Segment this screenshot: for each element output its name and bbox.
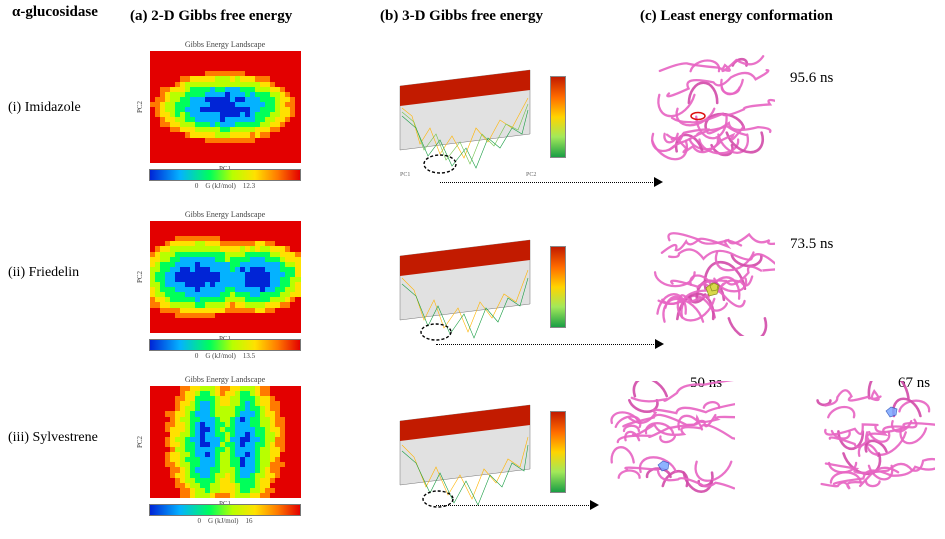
protein-cartoon [800, 381, 935, 501]
row-label: (i) Imidazole [8, 100, 126, 116]
panel-3d-imidazole: PC1 PC2 [380, 58, 580, 178]
surface-colorbar [550, 246, 566, 328]
surface-plot: PC1 PC2 [380, 58, 570, 178]
heatmap-title: Gibbs Energy Landscape [130, 210, 320, 219]
svg-text:PC2: PC2 [526, 172, 536, 178]
row-friedelin: (ii) Friedelin Gibbs Energy Landscape PC… [0, 210, 945, 375]
heatmap-friedelin: PC2 PC1 [150, 221, 300, 333]
panel-2d-imidazole: Gibbs Energy Landscape PC2 PC1 0 G (kJ/m… [130, 40, 320, 190]
arrowhead-icon [655, 339, 664, 349]
row-sylvestrene: (iii) Sylvestrene Gibbs Energy Landscape… [0, 375, 945, 535]
arrowhead-icon [590, 500, 599, 510]
col-header-a: (a) 2-D Gibbs free energy [130, 8, 292, 25]
panel-3d-sylvestrene [380, 393, 580, 513]
heatmap-imidazole: PC2 PC1 [150, 51, 300, 163]
colorbar-label: 0 G (kJ/mol) 12.3 [130, 182, 320, 190]
protein-cartoon [640, 216, 775, 336]
surface-colorbar [550, 411, 566, 493]
surface-plot [380, 393, 570, 513]
time-label: 95.6 ns [790, 70, 833, 87]
arrow-icon [436, 505, 591, 506]
arrow-icon [440, 182, 655, 183]
surface-colorbar [550, 76, 566, 158]
svg-text:PC1: PC1 [400, 172, 410, 178]
colorbar [149, 339, 301, 351]
heatmap-title: Gibbs Energy Landscape [130, 375, 320, 384]
arrow-icon [436, 344, 656, 345]
heatmap-ylabel: PC2 [136, 101, 144, 113]
heatmap-title: Gibbs Energy Landscape [130, 40, 320, 49]
col-header-b: (b) 3-D Gibbs free energy [380, 8, 543, 25]
colorbar-label: 0 G (kJ/mol) 16 [130, 517, 320, 525]
heatmap-sylvestrene: PC2 PC1 [150, 386, 300, 498]
protein-cartoon [640, 48, 775, 168]
time-label: 73.5 ns [790, 236, 833, 253]
panel-conf-friedelin: 73.5 ns [640, 216, 930, 336]
ligand-red [691, 113, 705, 120]
row-label: (iii) Sylvestrene [8, 430, 126, 446]
colorbar [149, 504, 301, 516]
panel-conf-imidazole: 95.6 ns [640, 48, 930, 168]
panel-conf-sylvestrene-2: 67 ns [800, 381, 940, 501]
protein-cartoon [600, 381, 735, 501]
surface-plot [380, 228, 570, 348]
colorbar-label: 0 G (kJ/mol) 13.5 [130, 352, 320, 360]
ligand-blue [886, 407, 897, 417]
colorbar [149, 169, 301, 181]
figure-title: α-glucosidase [12, 4, 98, 21]
col-header-c: (c) Least energy conformation [640, 8, 833, 25]
panel-2d-friedelin: Gibbs Energy Landscape PC2 PC1 0 G (kJ/m… [130, 210, 320, 360]
row-imidazole: (i) Imidazole Gibbs Energy Landscape PC2… [0, 40, 945, 210]
arrowhead-icon [654, 177, 663, 187]
figure-page: α-glucosidase (a) 2-D Gibbs free energy … [0, 0, 945, 539]
row-label: (ii) Friedelin [8, 265, 126, 281]
panel-conf-sylvestrene-1: 50 ns [600, 381, 735, 501]
panel-2d-sylvestrene: Gibbs Energy Landscape PC2 PC1 0 G (kJ/m… [130, 375, 320, 525]
panel-3d-friedelin [380, 228, 580, 348]
